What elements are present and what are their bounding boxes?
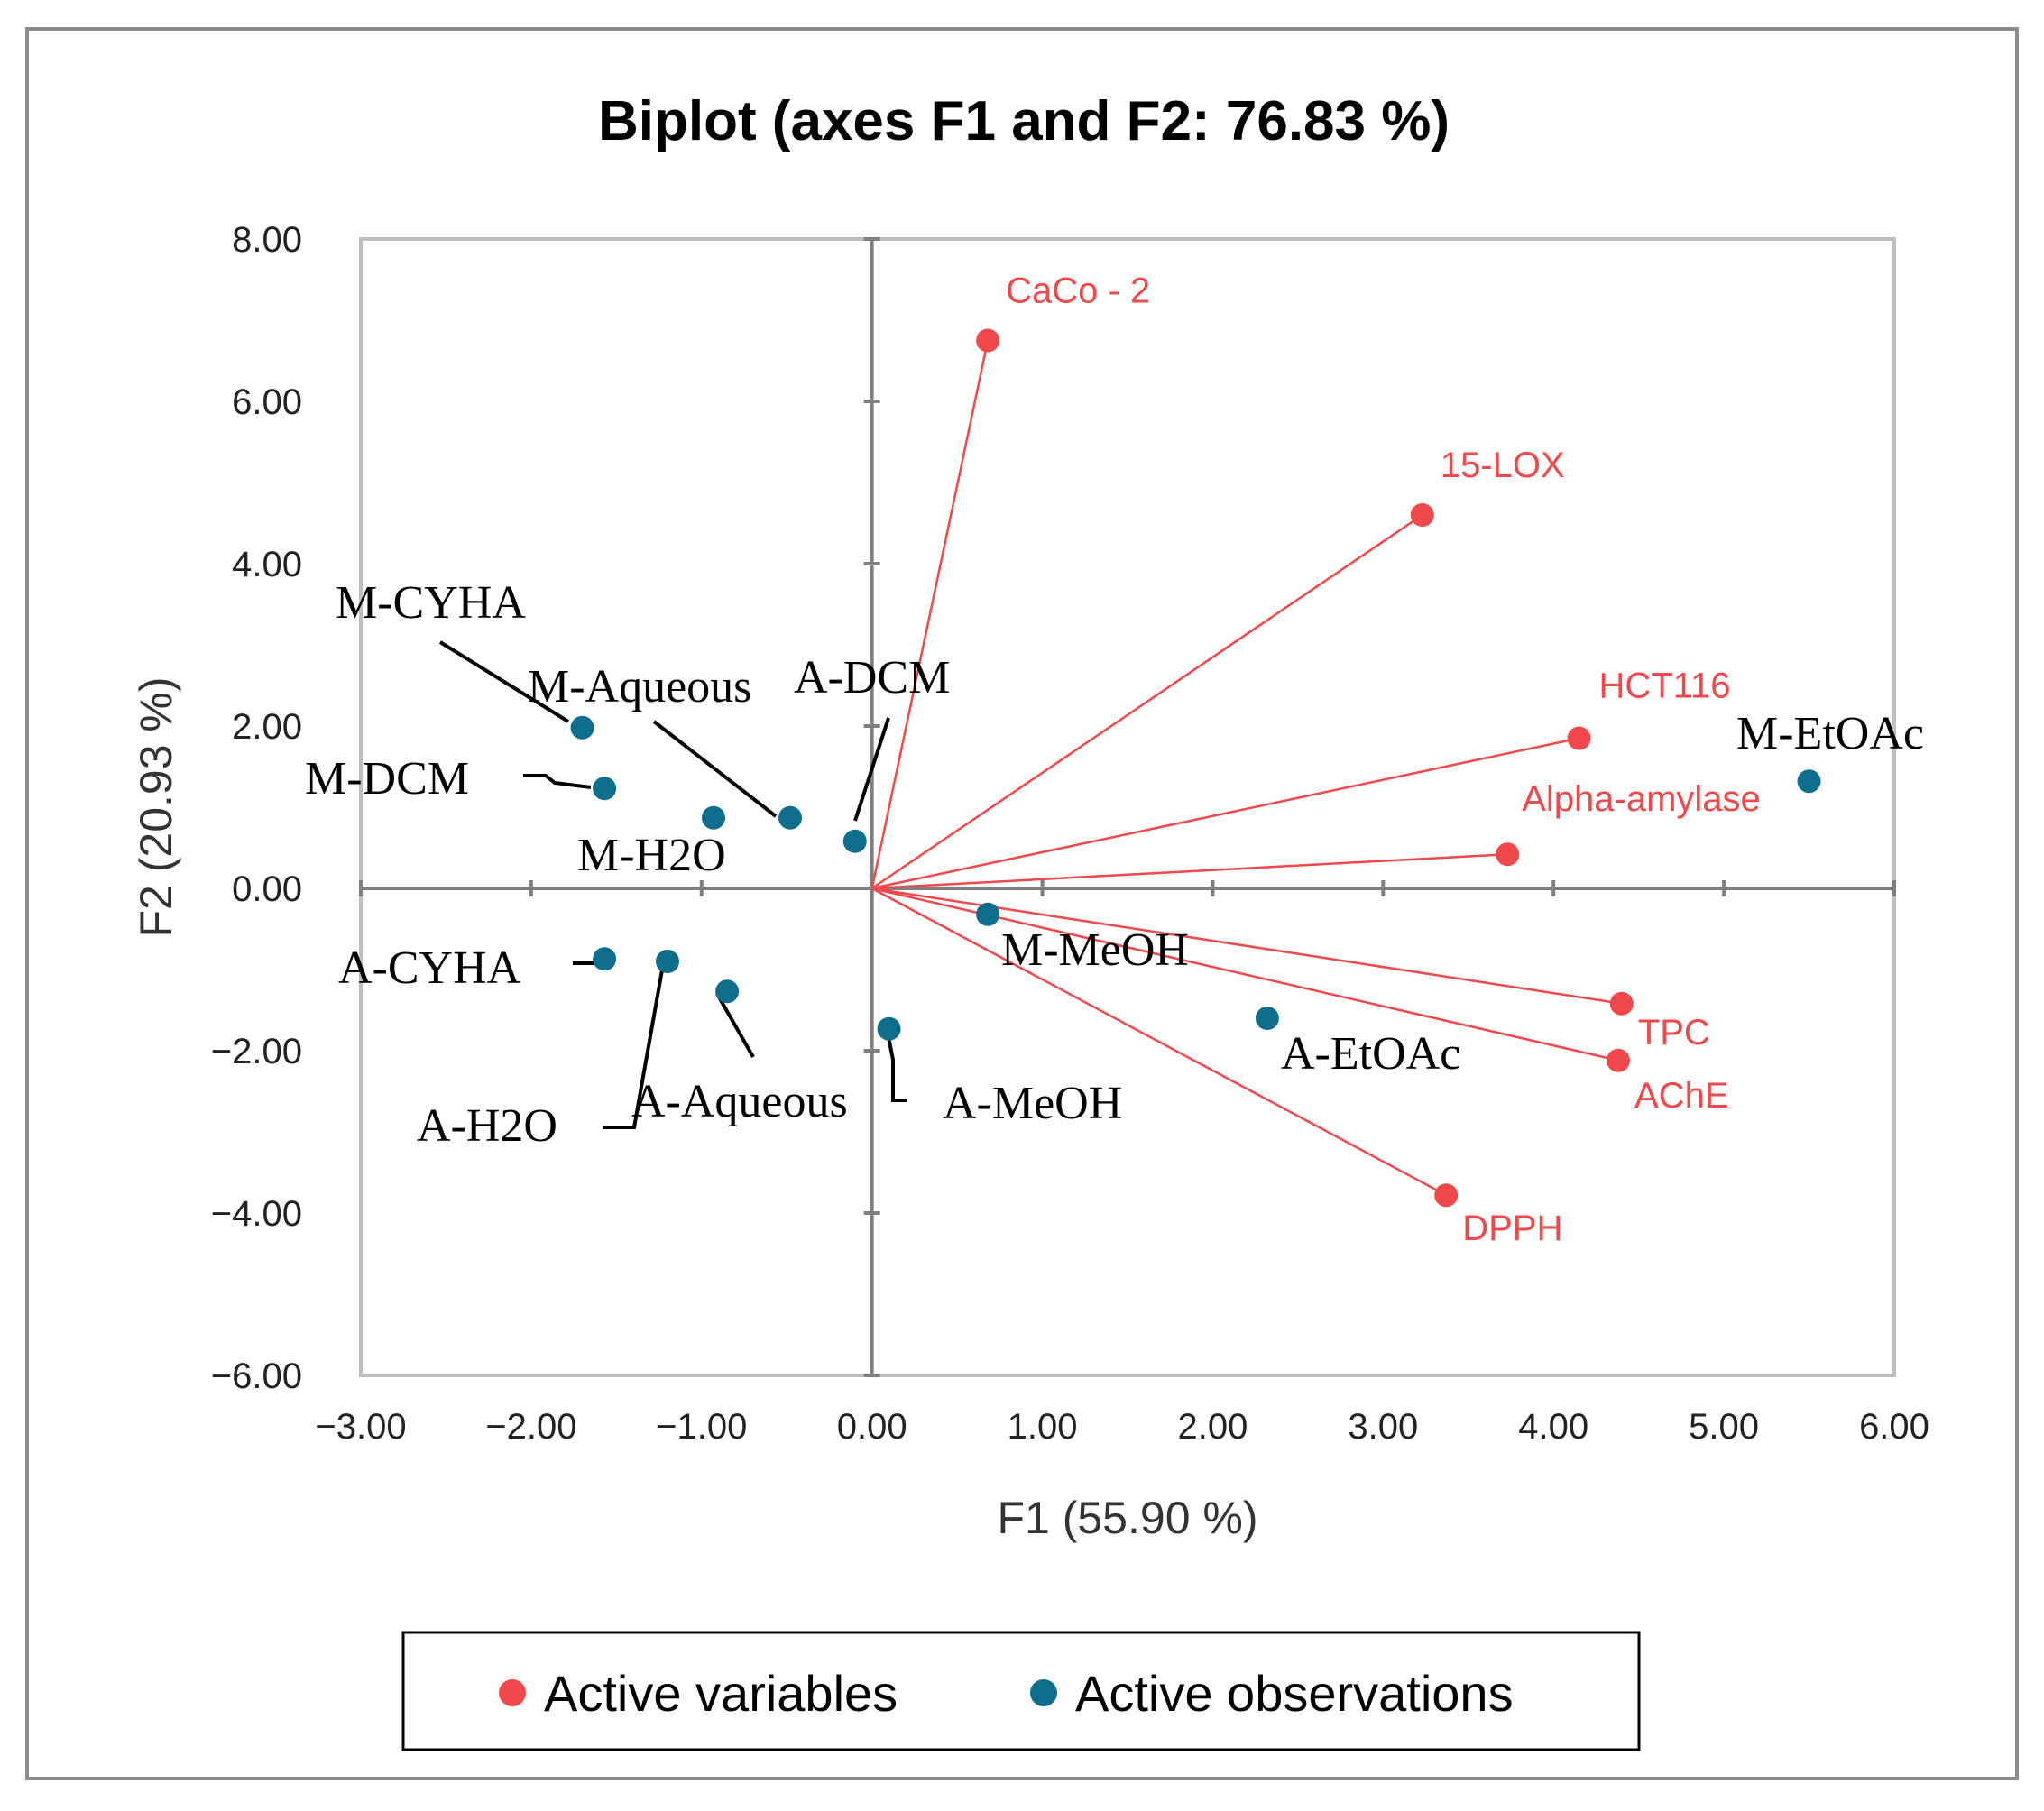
observation-label-a-cyha: A-CYHA <box>338 942 521 994</box>
x-tick-label: 6.00 <box>1859 1407 1929 1447</box>
vector-hct116 <box>871 737 1579 890</box>
variable-labels: CaCo - 2 15-LOX HCT116 Alpha-amylase TPC AChE… <box>1006 271 1761 1249</box>
x-tick-label: −1.00 <box>656 1407 747 1447</box>
observation-point-m-aqueous <box>778 805 802 830</box>
figure-frame <box>25 27 2019 1780</box>
legend-marker-observations <box>1030 1679 1057 1706</box>
legend-label-observations: Active observations <box>1075 1665 1514 1722</box>
legend-box <box>401 1631 1641 1751</box>
leader-line-a-h2o <box>603 964 665 1129</box>
y-tick-label: −2.00 <box>211 1032 302 1071</box>
observation-point-a-aqueous <box>715 979 740 1004</box>
variable-points <box>976 328 1634 1208</box>
variable-point-caco-2 <box>976 328 1000 353</box>
y-tick-label: 2.00 <box>232 707 302 747</box>
observation-label-m-h2o: M-H2O <box>577 830 726 881</box>
variable-label-hct116: HCT116 <box>1599 666 1731 706</box>
observation-label-m-dcm: M-DCM <box>305 753 469 804</box>
variable-point-ache <box>1607 1048 1630 1072</box>
observation-point-m-etoac <box>1797 769 1821 794</box>
y-tick-label: 0.00 <box>232 869 302 909</box>
variable-label-alpha-amylase: Alpha-amylase <box>1522 779 1761 819</box>
x-tick-label: 0.00 <box>837 1407 907 1447</box>
observation-point-a-etoac <box>1255 1007 1279 1030</box>
x-axis-title: F1 (55.90 %) <box>997 1493 1257 1543</box>
observation-label-a-meoh: A-MeOH <box>943 1078 1122 1129</box>
variable-point-dpph <box>1434 1183 1459 1208</box>
variable-label-tpc: TPC <box>1638 1013 1710 1053</box>
x-tick-label: 2.00 <box>1178 1407 1248 1447</box>
observation-label-a-etoac: A-EtOAc <box>1281 1028 1460 1080</box>
x-tick-label: −3.00 <box>315 1407 406 1447</box>
observation-label-m-etoac: M-EtOAc <box>1736 708 1924 759</box>
observation-labels: M-CYHA M-DCM M-H2O M-Aqueous A-DCM M-EtOAc M-M… <box>305 577 1924 1152</box>
legend-label-variables: Active variables <box>544 1665 898 1722</box>
variable-label-15-lox: 15-LOX <box>1441 446 1565 485</box>
y-tick-label: −4.00 <box>211 1194 302 1234</box>
variable-point-alpha-amylase <box>1496 842 1520 867</box>
variable-point-15-lox <box>1410 503 1434 527</box>
vector-caco-2 <box>870 340 990 889</box>
leader-line-m-aqueous <box>652 720 778 818</box>
observation-leader-lines <box>438 640 907 1129</box>
y-tick-label: 6.00 <box>232 382 302 422</box>
vector-15-lox <box>870 513 1423 890</box>
variable-label-dpph: DPPH <box>1462 1209 1562 1248</box>
chart-title: Biplot (axes F1 and F2: 76.83 %) <box>598 90 1450 152</box>
leader-line-m-dcm <box>523 774 592 789</box>
observation-label-m-cyha: M-CYHA <box>336 577 526 629</box>
observation-point-a-cyha <box>593 947 617 971</box>
observation-point-a-meoh <box>877 1016 901 1041</box>
observation-label-a-h2o: A-H2O <box>417 1100 557 1152</box>
leader-line-a-dcm <box>853 717 890 822</box>
variable-point-tpc <box>1609 991 1634 1016</box>
observation-points <box>570 715 1821 1041</box>
x-tick-label: 1.00 <box>1008 1407 1078 1447</box>
x-tick-label: −2.00 <box>485 1407 576 1447</box>
leader-line-a-meoh <box>887 1036 907 1102</box>
observation-point-a-h2o <box>656 950 679 973</box>
variable-point-hct116 <box>1567 726 1591 750</box>
x-tick-label: 4.00 <box>1518 1407 1588 1447</box>
x-axis-ticks: −3.00 −2.00 −1.00 0.00 1.00 2.00 3.00 4.00 5.00 6… <box>315 880 1929 1447</box>
vector-dpph <box>871 887 1447 1197</box>
observation-point-a-dcm <box>842 829 867 853</box>
observation-label-a-dcm: A-DCM <box>794 652 950 703</box>
leader-line-m-cyha <box>438 640 570 723</box>
observation-point-m-dcm <box>593 777 617 801</box>
variable-label-caco-2: CaCo - 2 <box>1006 271 1150 311</box>
variable-label-ache: AChE <box>1634 1076 1729 1116</box>
observation-label-a-aqueous: A-Aqueous <box>631 1076 848 1127</box>
observation-point-m-meoh <box>976 902 1000 926</box>
observation-label-m-aqueous: M-Aqueous <box>528 661 751 712</box>
y-tick-label: 4.00 <box>232 545 302 584</box>
y-tick-label: 8.00 <box>232 220 302 260</box>
x-tick-label: 5.00 <box>1689 1407 1759 1447</box>
legend-marker-variables <box>499 1679 526 1706</box>
plot-area <box>359 237 1896 1377</box>
x-tick-label: 3.00 <box>1348 1407 1418 1447</box>
y-axis-title: F2 (20.93 %) <box>131 676 181 937</box>
observation-point-m-h2o <box>702 805 725 830</box>
leader-line-a-aqueous <box>715 993 755 1058</box>
vector-alpha-amylase <box>871 852 1508 890</box>
observation-point-m-cyha <box>570 715 594 740</box>
y-tick-label: −6.00 <box>211 1356 302 1396</box>
observation-label-m-meoh: M-MeOH <box>1001 924 1189 976</box>
